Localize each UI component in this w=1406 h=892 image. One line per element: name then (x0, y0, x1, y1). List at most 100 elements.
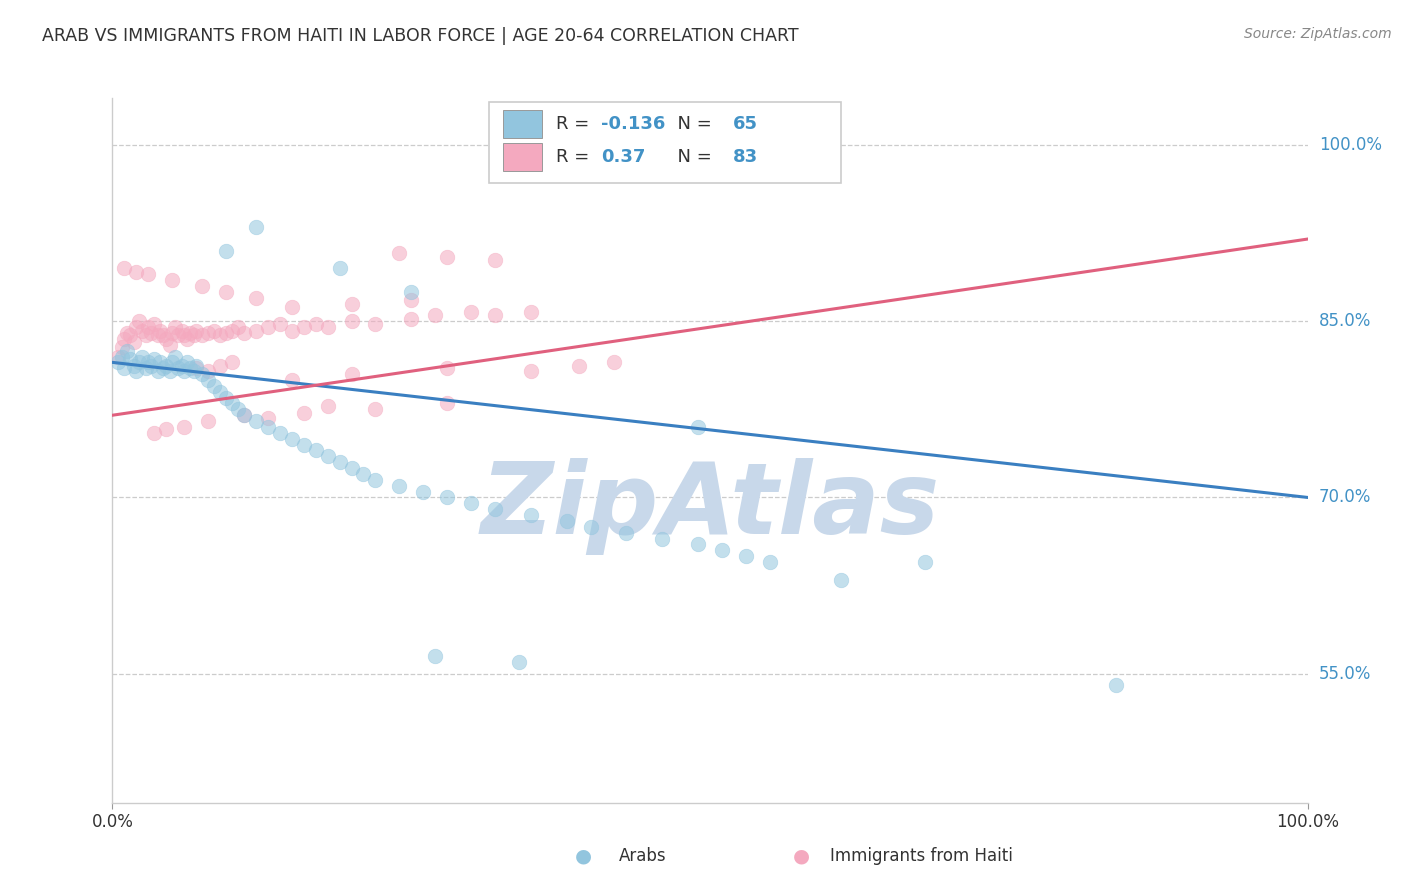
Point (114, 332, 135, 346)
Point (111, 340, 134, 354)
Point (202, 379, 225, 393)
Point (520, 305, 543, 319)
Point (163, 320, 186, 334)
Point (329, 261, 352, 276)
Text: 55.0%: 55.0% (1319, 665, 1371, 682)
Point (555, 514, 578, 528)
Point (143, 351, 166, 366)
Point (436, 361, 458, 376)
Point (191, 367, 214, 381)
Text: ●: ● (575, 847, 592, 866)
Point (1105, 678, 1128, 692)
Point (120, 351, 142, 366)
Point (221, 396, 243, 410)
Point (616, 525, 638, 540)
Point (340, 367, 363, 381)
Point (257, 320, 280, 334)
Point (221, 355, 243, 369)
Point (114, 361, 135, 376)
Point (651, 532, 673, 546)
Point (579, 520, 602, 534)
Point (520, 508, 543, 522)
Point (135, 361, 157, 376)
Point (340, 461, 363, 475)
Point (138, 268, 160, 282)
Point (412, 484, 434, 499)
Point (340, 296, 363, 310)
Point (711, 543, 734, 558)
Point (520, 363, 543, 377)
Point (155, 422, 177, 436)
Text: 83: 83 (733, 147, 758, 166)
Point (107, 355, 129, 369)
Point (163, 350, 186, 364)
Point (460, 305, 482, 319)
Text: N =: N = (666, 115, 717, 133)
Point (316, 450, 339, 464)
Point (115, 326, 138, 340)
Point (292, 437, 315, 451)
Point (460, 496, 482, 510)
Text: -0.136: -0.136 (602, 115, 665, 133)
Point (179, 326, 201, 340)
Point (603, 355, 626, 369)
Point (114, 261, 135, 276)
Point (269, 425, 291, 440)
Point (388, 246, 411, 260)
Point (159, 363, 181, 377)
Text: Source: ZipAtlas.com: Source: ZipAtlas.com (1244, 27, 1392, 41)
Point (197, 414, 219, 428)
Point (436, 250, 458, 264)
Point (292, 406, 315, 420)
Point (162, 273, 183, 287)
Point (914, 555, 936, 569)
Text: ZipAtlas: ZipAtlas (481, 458, 939, 556)
Point (292, 320, 315, 334)
Text: ●: ● (793, 847, 810, 866)
Point (735, 549, 758, 564)
Point (191, 279, 214, 293)
Point (233, 409, 256, 423)
Point (146, 363, 169, 377)
Point (146, 328, 169, 343)
Point (257, 420, 280, 434)
Point (759, 555, 782, 569)
Point (215, 326, 238, 340)
Point (209, 359, 232, 373)
FancyBboxPatch shape (489, 102, 842, 183)
Point (139, 359, 162, 373)
Point (388, 479, 411, 493)
Text: 100.0%: 100.0% (1319, 136, 1382, 154)
Point (115, 343, 138, 358)
Point (215, 285, 238, 299)
Point (568, 359, 591, 373)
Point (281, 300, 304, 314)
Point (305, 317, 328, 331)
Point (149, 355, 172, 369)
Point (143, 317, 166, 331)
Point (688, 420, 710, 434)
Text: 65: 65 (733, 115, 758, 133)
Point (179, 361, 201, 376)
Point (352, 467, 374, 481)
Point (233, 326, 256, 340)
FancyBboxPatch shape (503, 110, 541, 138)
Point (245, 291, 267, 305)
Point (125, 265, 148, 279)
Point (107, 350, 129, 364)
Point (128, 355, 150, 369)
Point (138, 355, 160, 369)
Text: 85.0%: 85.0% (1319, 312, 1371, 330)
Point (152, 328, 174, 343)
Point (364, 317, 387, 331)
Point (831, 573, 853, 587)
Text: 70.0%: 70.0% (1319, 489, 1371, 507)
Point (120, 328, 142, 343)
Text: Immigrants from Haiti: Immigrants from Haiti (830, 847, 1012, 865)
Point (269, 317, 291, 331)
Point (257, 410, 280, 425)
Point (209, 328, 232, 343)
Point (215, 244, 238, 258)
Point (167, 361, 190, 376)
Point (364, 473, 387, 487)
